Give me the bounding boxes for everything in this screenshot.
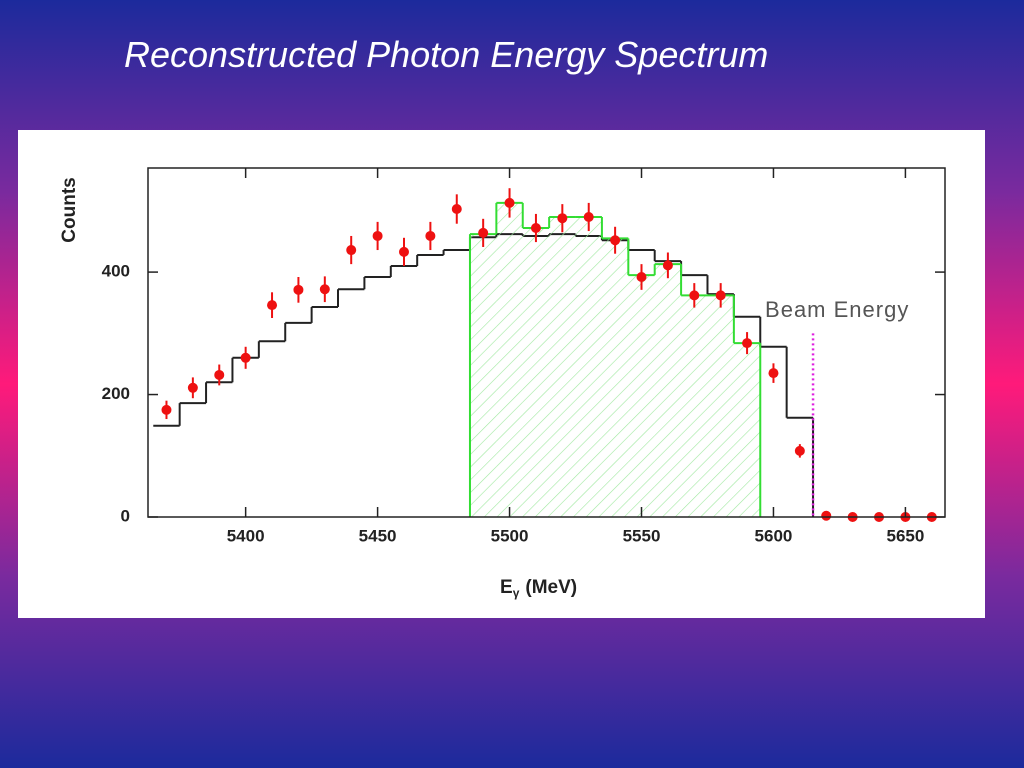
- y-tick-label: 0: [121, 506, 130, 525]
- hatched-bin: [681, 295, 708, 517]
- x-tick-label: 5450: [359, 526, 397, 545]
- y-tick-label: 400: [102, 262, 130, 281]
- x-axis-label-unit: (MeV): [525, 577, 577, 598]
- data-point: [662, 260, 673, 271]
- data-point: [794, 445, 805, 456]
- data-point: [768, 368, 779, 379]
- hatched-bin: [522, 228, 550, 517]
- x-axis-label-sub: γ: [513, 586, 520, 600]
- beam-energy-label: Beam Energy: [765, 297, 909, 322]
- data-point: [636, 271, 647, 282]
- data-point: [161, 404, 172, 415]
- data-point: [557, 213, 568, 224]
- hatched-bin: [628, 275, 655, 517]
- hatched-bin: [469, 234, 497, 517]
- data-point: [478, 227, 489, 238]
- data-point: [610, 235, 621, 246]
- hatched-bin: [549, 216, 576, 517]
- slide-title: Reconstructed Photon Energy Spectrum: [124, 34, 769, 75]
- data-point: [715, 290, 726, 301]
- data-point: [583, 211, 594, 222]
- hatched-bin: [654, 264, 682, 517]
- hatched-bin: [733, 343, 761, 517]
- data-point: [240, 352, 251, 363]
- x-tick-label: 5600: [755, 526, 793, 545]
- data-point: [689, 290, 700, 301]
- data-point: [187, 382, 198, 393]
- data-point: [267, 300, 278, 311]
- hatched-bin: [575, 216, 602, 517]
- hatched-bin: [707, 295, 734, 517]
- data-point: [821, 510, 832, 521]
- data-point: [425, 230, 436, 241]
- data-point: [372, 230, 383, 241]
- x-tick-label: 5500: [491, 526, 529, 545]
- data-point: [530, 223, 541, 234]
- y-axis-label: Counts: [59, 177, 80, 242]
- data-point: [293, 284, 304, 295]
- data-point: [346, 245, 357, 256]
- x-axis-label: Eγ (MeV): [500, 577, 577, 600]
- x-tick-label: 5550: [623, 526, 661, 545]
- data-point: [504, 197, 515, 208]
- data-point: [742, 338, 753, 349]
- data-point: [214, 369, 225, 380]
- chart-panel: Beam Energy 5400 5450 5500 5550 5600 5650 0 200 4…: [18, 130, 985, 618]
- plot-frame: [147, 167, 946, 518]
- data-point: [319, 284, 330, 295]
- x-tick-label: 5650: [886, 526, 924, 545]
- chart: Beam Energy 5400 5450 5500 5550 5600 5650 0 200 4…: [59, 167, 946, 600]
- x-tick-label: 5400: [227, 526, 265, 545]
- y-tick-label: 200: [102, 384, 130, 403]
- hatched-bin: [601, 238, 629, 517]
- hatched-bin: [496, 202, 523, 517]
- x-axis-label-main: E: [500, 577, 513, 598]
- data-point: [398, 246, 409, 257]
- data-point: [451, 204, 462, 215]
